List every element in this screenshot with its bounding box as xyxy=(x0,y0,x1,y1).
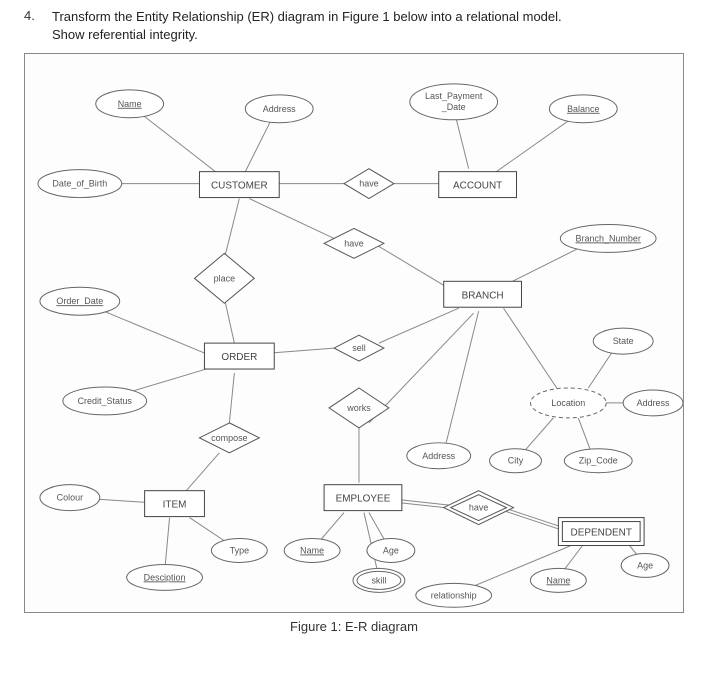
attr-name-employee: Name xyxy=(284,539,340,563)
svg-text:works: works xyxy=(346,403,371,413)
svg-text:place: place xyxy=(214,273,235,283)
svg-text:_Date: _Date xyxy=(441,102,466,112)
svg-text:Zip_Code: Zip_Code xyxy=(579,456,618,466)
attr-last-payment-date: Last_Payment _Date xyxy=(410,84,498,120)
question-number: 4. xyxy=(24,8,42,43)
link-order-compose xyxy=(229,373,234,423)
rel-have-customer-account: have xyxy=(344,169,394,199)
link-haveed-dependent-2 xyxy=(504,511,564,531)
entity-customer: CUSTOMER xyxy=(199,172,279,198)
attr-type-item: Type xyxy=(211,539,267,563)
svg-text:Order_Date: Order_Date xyxy=(56,296,103,306)
link-havecb-branch xyxy=(374,244,449,289)
attr-age-dependent: Age xyxy=(621,554,669,578)
question-text: Transform the Entity Relationship (ER) d… xyxy=(52,8,562,43)
question-line2: Show referential integrity. xyxy=(52,27,198,42)
attr-date-of-birth: Date_of_Birth xyxy=(38,170,122,198)
attr-description: Desciption xyxy=(127,565,203,591)
attr-name-customer: Name xyxy=(96,90,164,118)
svg-text:skill: skill xyxy=(371,575,386,585)
entity-dependent: DEPENDENT xyxy=(558,518,644,546)
attr-name-dependent: Name xyxy=(530,569,586,593)
rel-compose: compose xyxy=(199,423,259,453)
link-customer-address xyxy=(244,114,274,174)
link-branch-location xyxy=(504,308,564,398)
attr-city: City xyxy=(490,449,542,473)
question-line1: Transform the Entity Relationship (ER) d… xyxy=(52,9,562,24)
svg-text:Last_Payment: Last_Payment xyxy=(425,91,483,101)
link-order-sell xyxy=(269,348,334,353)
svg-text:EMPLOYEE: EMPLOYEE xyxy=(336,494,391,505)
svg-text:Address: Address xyxy=(637,398,670,408)
svg-text:Age: Age xyxy=(637,561,653,571)
link-customer-havecb xyxy=(249,199,334,239)
rel-works: works xyxy=(329,388,389,428)
attr-address-customer: Address xyxy=(245,95,313,123)
link-customer-place xyxy=(224,199,239,259)
svg-text:ACCOUNT: ACCOUNT xyxy=(453,181,502,192)
svg-text:Address: Address xyxy=(263,104,296,114)
link-place-order xyxy=(224,298,234,343)
svg-text:ITEM: ITEM xyxy=(163,500,187,511)
svg-text:City: City xyxy=(508,456,524,466)
svg-text:CUSTOMER: CUSTOMER xyxy=(211,181,268,192)
svg-text:Colour: Colour xyxy=(57,493,83,503)
svg-text:Address: Address xyxy=(422,451,455,461)
svg-text:Age: Age xyxy=(383,546,399,556)
er-diagram-svg: have have place sell works compose xyxy=(25,54,683,612)
svg-text:sell: sell xyxy=(352,343,365,353)
svg-text:ORDER: ORDER xyxy=(221,352,257,363)
link-compose-item xyxy=(185,453,220,493)
link-employee-haveed-1 xyxy=(399,500,454,506)
svg-text:Date_of_Birth: Date_of_Birth xyxy=(52,179,107,189)
svg-text:BRANCH: BRANCH xyxy=(462,290,504,301)
link-customer-name xyxy=(135,109,225,179)
entity-branch: BRANCH xyxy=(444,281,522,307)
attr-address-location: Address xyxy=(623,390,683,416)
er-diagram-frame: have have place sell works compose xyxy=(24,53,684,613)
attr-skill: skill xyxy=(353,569,405,593)
attr-age-employee: Age xyxy=(367,539,415,563)
svg-text:Balance: Balance xyxy=(567,104,599,114)
attr-balance: Balance xyxy=(549,95,617,123)
attr-address-branch: Address xyxy=(407,443,471,469)
svg-text:have: have xyxy=(359,179,378,189)
attr-relationship: relationship xyxy=(416,583,492,607)
svg-text:Name: Name xyxy=(546,575,570,585)
rel-have-customer-branch: have xyxy=(324,229,384,259)
svg-text:DEPENDENT: DEPENDENT xyxy=(571,528,632,539)
svg-text:relationship: relationship xyxy=(431,590,477,600)
attr-credit-status: Credit_Status xyxy=(63,387,147,415)
attr-zip-code: Zip_Code xyxy=(564,449,632,473)
svg-text:Type: Type xyxy=(230,546,249,556)
svg-text:have: have xyxy=(344,239,363,249)
link-sell-branch xyxy=(379,308,459,343)
figure-caption: Figure 1: E-R diagram xyxy=(24,619,684,634)
svg-text:Name: Name xyxy=(300,546,324,556)
link-branch-address xyxy=(444,311,479,453)
attr-order-date: Order_Date xyxy=(40,287,120,315)
svg-text:Credit_Status: Credit_Status xyxy=(78,396,133,406)
attr-state: State xyxy=(593,328,653,354)
link-haveed-dependent-1 xyxy=(504,508,564,528)
svg-text:Name: Name xyxy=(118,99,142,109)
rel-place: place xyxy=(194,253,254,303)
entity-employee: EMPLOYEE xyxy=(324,485,402,511)
svg-text:Branch_Number: Branch_Number xyxy=(576,234,641,244)
svg-text:have: have xyxy=(469,503,488,513)
rel-sell: sell xyxy=(334,335,384,361)
svg-text:Location: Location xyxy=(551,398,585,408)
svg-text:State: State xyxy=(613,336,634,346)
link-account-balance xyxy=(494,114,579,174)
svg-text:Desciption: Desciption xyxy=(144,572,186,582)
entity-account: ACCOUNT xyxy=(439,172,517,198)
attr-branch-number: Branch_Number xyxy=(560,225,656,253)
entity-item: ITEM xyxy=(145,491,205,517)
attr-location: Location xyxy=(530,388,606,418)
svg-text:compose: compose xyxy=(211,433,247,443)
rel-have-employee-dependent: have xyxy=(444,491,514,525)
entity-order: ORDER xyxy=(204,343,274,369)
attr-colour: Colour xyxy=(40,485,100,511)
